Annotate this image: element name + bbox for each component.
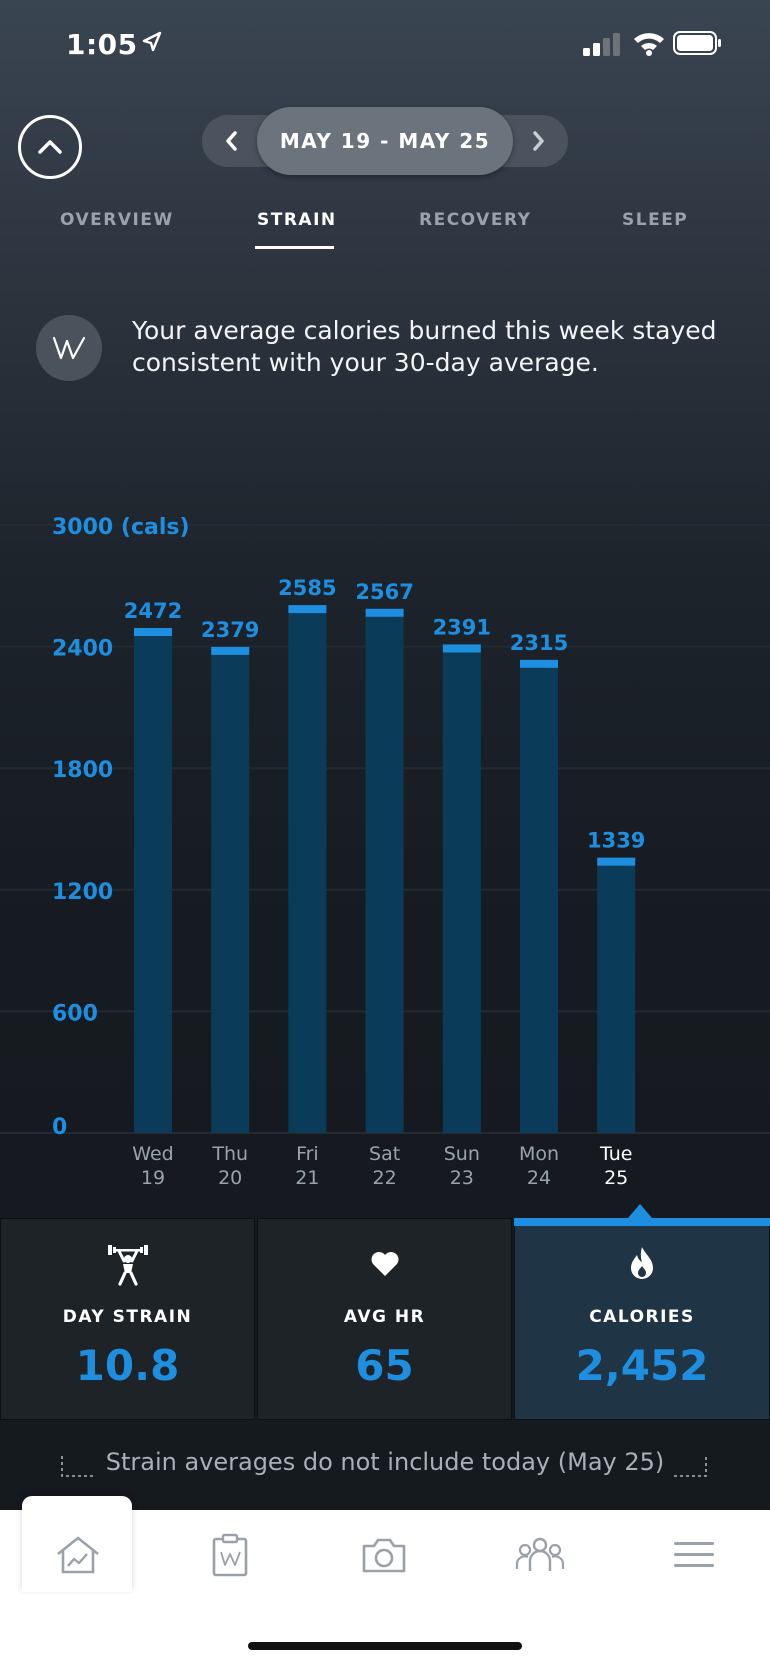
previous-week-button[interactable] [220, 127, 244, 155]
bar-value-label: 2315 [510, 631, 568, 655]
weightlifter-icon [1, 1241, 254, 1287]
y-tick-label: 3000 (cals) [52, 515, 190, 540]
whoop-logo-icon [36, 315, 102, 381]
metric-value: 65 [355, 1341, 414, 1390]
x-tick-day: Tue [599, 1143, 632, 1165]
chevron-up-icon [38, 140, 62, 154]
location-arrow-icon [142, 31, 162, 52]
x-tick-date: 20 [218, 1167, 242, 1189]
cellular-signal-icon [583, 33, 620, 56]
journal-icon [212, 1533, 248, 1577]
x-tick-date: 22 [373, 1167, 397, 1189]
bar [134, 632, 172, 1133]
wifi-icon [634, 33, 664, 56]
home-indicator [248, 1642, 522, 1650]
y-tick-label: 1200 [52, 880, 113, 905]
x-tick-day: Sun [444, 1143, 480, 1165]
bar-value-label: 1339 [587, 829, 645, 853]
bar-value-label: 2472 [124, 599, 182, 623]
bar-value-label: 2585 [278, 576, 336, 600]
y-tick-label: 1800 [52, 758, 113, 783]
section-tabs: OVERVIEW STRAIN RECOVERY SLEEP [0, 210, 770, 250]
metric-label: DAY STRAIN [62, 1307, 193, 1327]
bar [365, 612, 404, 1133]
next-week-button[interactable] [526, 127, 550, 155]
bar-cap [211, 646, 250, 655]
menu-icon [674, 1542, 714, 1567]
active-tab-highlight [22, 1496, 132, 1592]
bar [597, 861, 636, 1133]
insight-text: Your average calories burned this week s… [132, 316, 717, 377]
x-tick-date: 25 [604, 1167, 628, 1189]
bar-cap [597, 857, 636, 866]
bar [520, 663, 558, 1133]
x-tick-date: 19 [141, 1167, 165, 1189]
bar-cap [520, 659, 558, 668]
metric-label: AVG HR [343, 1307, 426, 1327]
bar-value-label: 2391 [433, 615, 491, 639]
metrics-row: DAY STRAIN 10.8 AVG HR 65 CALORIES 2,452 [0, 1204, 770, 1422]
metric-value: 2,452 [575, 1341, 709, 1390]
selected-metric-pointer [628, 1204, 652, 1218]
community-icon [515, 1537, 565, 1571]
weekly-insight: Your average calories burned this week s… [36, 315, 736, 395]
status-time: 1:05 [66, 28, 138, 61]
x-tick-day: Fri [296, 1143, 319, 1165]
bar-value-label: 2379 [201, 618, 259, 642]
tab-community[interactable] [510, 1530, 570, 1580]
bar-cap [442, 644, 481, 653]
home-chart-icon [57, 1536, 99, 1574]
flame-icon [515, 1245, 769, 1281]
selected-metric-bar [514, 1218, 770, 1226]
tab-camera[interactable] [354, 1530, 414, 1580]
status-bar: 1:05 [0, 0, 770, 90]
tab-sleep[interactable]: SLEEP [622, 210, 689, 230]
bar-cap [134, 628, 172, 637]
date-range-label[interactable]: MAY 19 - MAY 25 [257, 107, 513, 175]
tab-journal[interactable] [200, 1530, 260, 1580]
bar-cap [288, 605, 327, 614]
metric-day-strain[interactable]: DAY STRAIN 10.8 [0, 1218, 255, 1420]
battery-icon [673, 31, 721, 55]
x-tick-date: 21 [295, 1167, 319, 1189]
note-text: Strain averages do not include today (Ma… [105, 1448, 665, 1476]
tab-home[interactable] [48, 1530, 108, 1580]
active-tab-indicator [255, 246, 334, 249]
x-tick-day: Mon [519, 1143, 559, 1165]
bracket-right-icon [674, 1456, 707, 1477]
y-tick-label: 600 [52, 1001, 98, 1026]
metric-value: 10.8 [75, 1341, 180, 1390]
bar-value-label: 2567 [355, 580, 413, 604]
x-tick-day: Thu [211, 1143, 248, 1165]
collapse-button[interactable] [18, 115, 82, 179]
bar [442, 648, 481, 1133]
bar [288, 609, 327, 1133]
metric-label: CALORIES [589, 1307, 695, 1327]
heart-icon [258, 1251, 511, 1277]
tab-overview[interactable]: OVERVIEW [60, 210, 174, 230]
date-range-selector: MAY 19 - MAY 25 [202, 107, 568, 175]
bar [211, 650, 250, 1133]
y-tick-label: 2400 [52, 637, 113, 662]
metric-avg-hr[interactable]: AVG HR 65 [257, 1218, 512, 1420]
strain-averages-note: Strain averages do not include today (Ma… [0, 1448, 770, 1488]
camera-icon [362, 1538, 406, 1573]
tab-strain[interactable]: STRAIN [257, 210, 337, 230]
bottom-tab-bar [0, 1496, 770, 1666]
x-tick-day: Wed [132, 1143, 173, 1165]
tab-menu[interactable] [664, 1530, 724, 1580]
tab-recovery[interactable]: RECOVERY [419, 210, 532, 230]
bar-cap [365, 608, 404, 617]
metric-calories[interactable]: CALORIES 2,452 [514, 1218, 770, 1420]
x-tick-date: 23 [450, 1167, 474, 1189]
x-tick-date: 24 [527, 1167, 551, 1189]
x-tick-day: Sat [369, 1143, 400, 1165]
y-tick-label: 0 [52, 1115, 67, 1140]
bracket-left-icon [61, 1456, 94, 1477]
